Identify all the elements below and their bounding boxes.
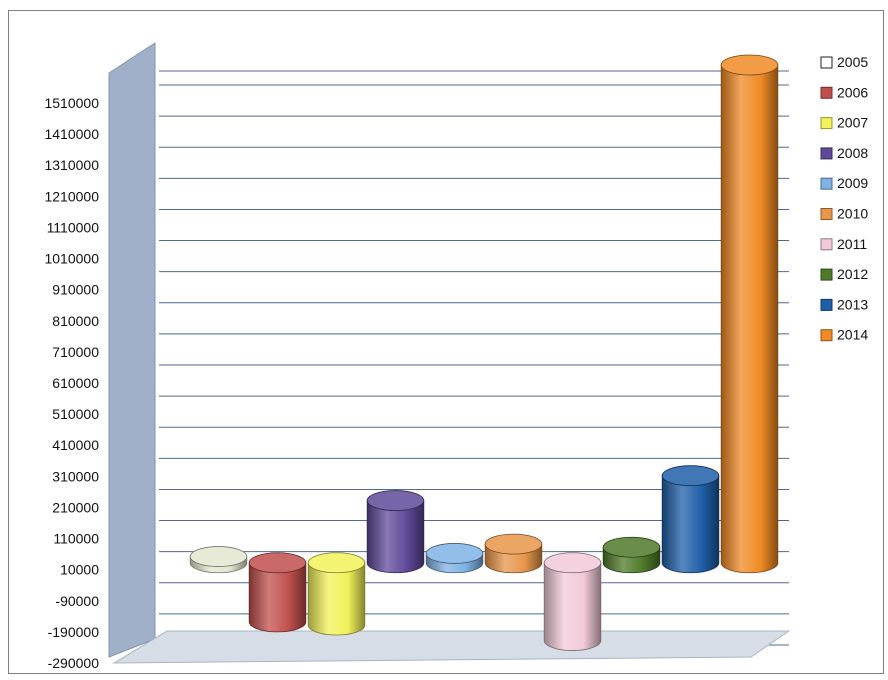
bar-2006 xyxy=(248,552,307,633)
bar-2005 xyxy=(189,546,248,574)
y-tick-label: 410000 xyxy=(52,437,99,453)
legend-label: 2006 xyxy=(837,84,868,100)
y-tick-label: 310000 xyxy=(52,468,99,484)
bar-cap xyxy=(720,54,779,76)
bar-body xyxy=(366,500,425,574)
y-tick-label: -90000 xyxy=(55,593,99,609)
legend-item-2010: 2010 xyxy=(820,206,868,222)
bar-2009 xyxy=(425,543,484,574)
legend-item-2008: 2008 xyxy=(820,145,868,161)
legend-label: 2012 xyxy=(837,266,868,282)
legend-item-2006: 2006 xyxy=(820,84,868,100)
legend-swatch xyxy=(820,238,833,251)
legend-swatch xyxy=(820,117,833,130)
bar-body xyxy=(720,64,779,574)
bar-2013 xyxy=(661,465,720,574)
chart-canvas: 1510000 1410000 1310000 1210000 1110000 10100… xyxy=(44,42,868,671)
bar-2010 xyxy=(484,533,543,574)
legend-item-2012: 2012 xyxy=(820,266,868,282)
legend-swatch xyxy=(820,329,833,342)
y-tick-label: 610000 xyxy=(52,375,99,391)
y-tick-label: 10000 xyxy=(60,562,99,578)
y-tick-label: 1510000 xyxy=(44,95,99,111)
legend-label: 2011 xyxy=(837,236,867,252)
legend-swatch xyxy=(820,208,833,220)
legend-swatch xyxy=(820,86,833,99)
bar-cap xyxy=(366,490,425,511)
legend-label: 2005 xyxy=(837,54,868,70)
bar-body xyxy=(248,562,307,633)
y-tick-label: 810000 xyxy=(52,313,99,329)
chart-frame: 1510000 1410000 1310000 1210000 1110000 10100… xyxy=(8,10,884,674)
legend-item-2013: 2013 xyxy=(820,296,868,312)
legend-label: 2014 xyxy=(837,327,868,343)
y-tick-label: 1410000 xyxy=(44,126,99,142)
legend-label: 2013 xyxy=(837,296,868,312)
y-tick-label: 710000 xyxy=(52,344,99,360)
y-tick-label: 510000 xyxy=(52,406,99,422)
y-tick-label: -190000 xyxy=(48,624,100,640)
bar-body xyxy=(661,475,720,574)
legend: 2005 2006 2007 2008 2009 2010 2011 2012 2013 2014 xyxy=(820,54,868,343)
bar-cap xyxy=(425,543,484,564)
bar-cap xyxy=(189,546,248,567)
legend-item-2005: 2005 xyxy=(820,54,868,70)
legend-label: 2009 xyxy=(837,175,868,191)
legend-item-2014: 2014 xyxy=(820,327,868,343)
bar-cap xyxy=(307,552,366,574)
legend-swatch xyxy=(820,56,833,69)
chart-floor xyxy=(112,630,791,664)
y-tick-label: 210000 xyxy=(52,499,99,515)
chart-back-wall xyxy=(108,42,156,658)
y-tick-label: 1110000 xyxy=(47,219,100,235)
bar-2012 xyxy=(602,536,661,574)
legend-label: 2010 xyxy=(837,206,868,222)
legend-swatch xyxy=(820,268,833,281)
y-tick-label: 1010000 xyxy=(44,251,99,267)
bar-cap xyxy=(248,552,307,574)
bar-cap xyxy=(543,552,602,574)
legend-label: 2007 xyxy=(837,115,868,131)
bar-body xyxy=(307,562,366,636)
bar-2007 xyxy=(307,552,366,636)
y-tick-label: 910000 xyxy=(52,282,99,298)
legend-item-2011: 2011 xyxy=(820,236,867,252)
bar-body xyxy=(543,562,602,651)
y-axis: 1510000 1410000 1310000 1210000 1110000 10100… xyxy=(44,95,99,671)
y-tick-label: -290000 xyxy=(48,655,100,671)
bar-cap xyxy=(661,465,720,487)
legend-item-2009: 2009 xyxy=(820,175,868,191)
legend-swatch xyxy=(820,147,833,160)
bar-2014 xyxy=(720,54,779,574)
y-tick-label: 110000 xyxy=(53,531,99,547)
legend-label: 2008 xyxy=(837,145,868,161)
side-wall xyxy=(108,42,156,658)
bar-cap xyxy=(602,536,661,558)
bar-2011 xyxy=(543,552,602,651)
legend-swatch xyxy=(820,177,833,190)
y-tick-label: 1310000 xyxy=(44,157,99,173)
bar-2008 xyxy=(366,490,425,574)
floor-plane xyxy=(112,630,791,664)
y-tick-label: 1210000 xyxy=(44,188,99,204)
bars xyxy=(189,54,779,651)
legend-swatch xyxy=(820,298,833,311)
legend-item-2007: 2007 xyxy=(820,115,868,131)
bar-cap xyxy=(484,533,543,555)
